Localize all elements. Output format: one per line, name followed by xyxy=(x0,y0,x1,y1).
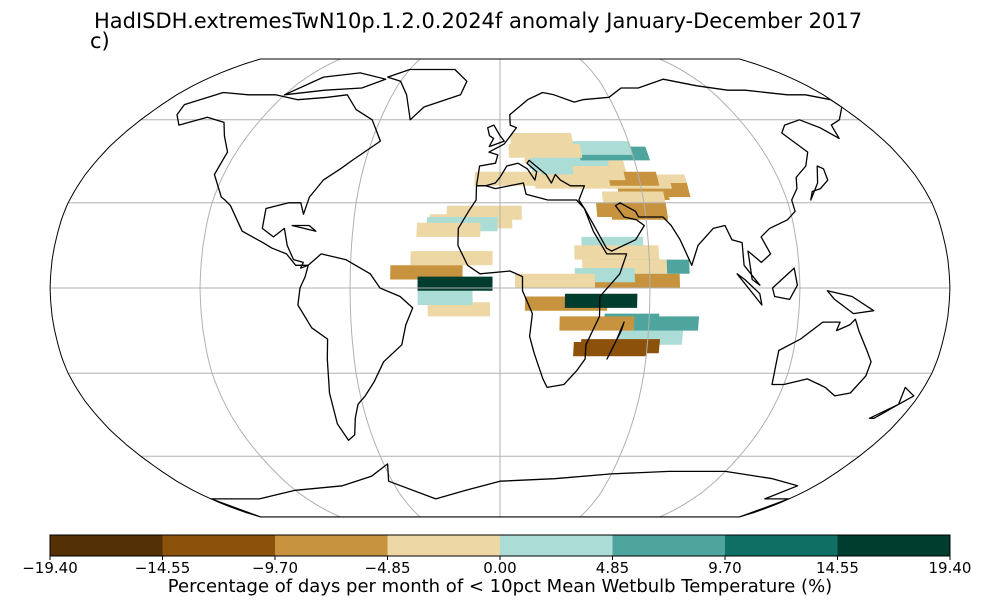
coastline xyxy=(487,124,505,148)
meridian-line xyxy=(349,59,421,517)
grid-cell xyxy=(534,174,611,189)
grid-cell xyxy=(559,316,635,331)
colorbar-segment xyxy=(162,535,276,556)
colorbar-segment xyxy=(500,535,613,556)
grid-cell xyxy=(416,222,481,237)
coastline xyxy=(606,321,625,360)
colorbar-segment xyxy=(50,535,163,556)
colorbar-tick-label: 19.40 xyxy=(929,559,972,577)
grid-cell xyxy=(574,245,660,260)
map-title: HadISDH.extremesTwN10p.1.2.0.2024f anoma… xyxy=(94,9,863,33)
grid-cell xyxy=(580,339,661,354)
panel-label: c) xyxy=(90,29,110,53)
colorbar-segment xyxy=(275,535,388,556)
coastline xyxy=(457,182,628,389)
grid-cell xyxy=(508,143,583,158)
coastline xyxy=(283,72,387,96)
grid-cell xyxy=(427,302,490,317)
colorbar-segment xyxy=(837,535,951,556)
coastline xyxy=(475,78,843,286)
grid-cell xyxy=(390,265,463,280)
map-border xyxy=(49,58,951,518)
coastline xyxy=(810,165,829,201)
coastline xyxy=(868,386,915,419)
colorbar-segment xyxy=(387,535,501,556)
meridian-line xyxy=(199,59,341,517)
coastlines xyxy=(176,68,915,517)
colorbar-tick-label: 9.70 xyxy=(708,559,741,577)
grid-cell xyxy=(510,133,574,147)
anomaly-cells xyxy=(390,133,699,357)
grid-cell xyxy=(515,273,595,288)
grid-cell xyxy=(417,276,493,291)
grid-cell xyxy=(410,251,493,266)
colorbar-segment xyxy=(612,535,726,556)
meridian-line xyxy=(579,59,651,517)
grid-cell xyxy=(564,293,638,308)
world-map xyxy=(49,58,951,518)
colorbar-tick-label: −9.70 xyxy=(252,559,298,577)
grid-cell xyxy=(417,290,473,305)
colorbar-tick-label: 0.00 xyxy=(483,559,516,577)
colorbar-segment xyxy=(725,535,838,556)
coastline xyxy=(826,290,875,315)
colorbar-tick-label: −19.40 xyxy=(22,559,78,577)
colorbar: −19.40 −14.55 −9.70 −4.85 0.00 4.85 9.70 14.55 1… xyxy=(22,534,972,577)
colorbar-label: Percentage of days per month of < 10pct … xyxy=(167,576,833,597)
grid-cell xyxy=(474,171,543,186)
graticule xyxy=(50,59,950,517)
meridian-line xyxy=(659,59,801,517)
coastline xyxy=(297,253,414,441)
coastline xyxy=(387,68,468,121)
grid-cell xyxy=(601,191,666,206)
colorbar-tick-label: −4.85 xyxy=(365,559,411,577)
coastline xyxy=(210,463,799,517)
coastline xyxy=(736,273,763,306)
colorbar-tick-label: 4.85 xyxy=(596,559,629,577)
coastline xyxy=(771,267,799,301)
coastline xyxy=(291,224,317,232)
coastline xyxy=(176,91,382,269)
coastline xyxy=(771,318,872,397)
colorbar-tick-label: −14.55 xyxy=(135,559,191,577)
colorbar-tick-label: 14.55 xyxy=(816,559,859,577)
